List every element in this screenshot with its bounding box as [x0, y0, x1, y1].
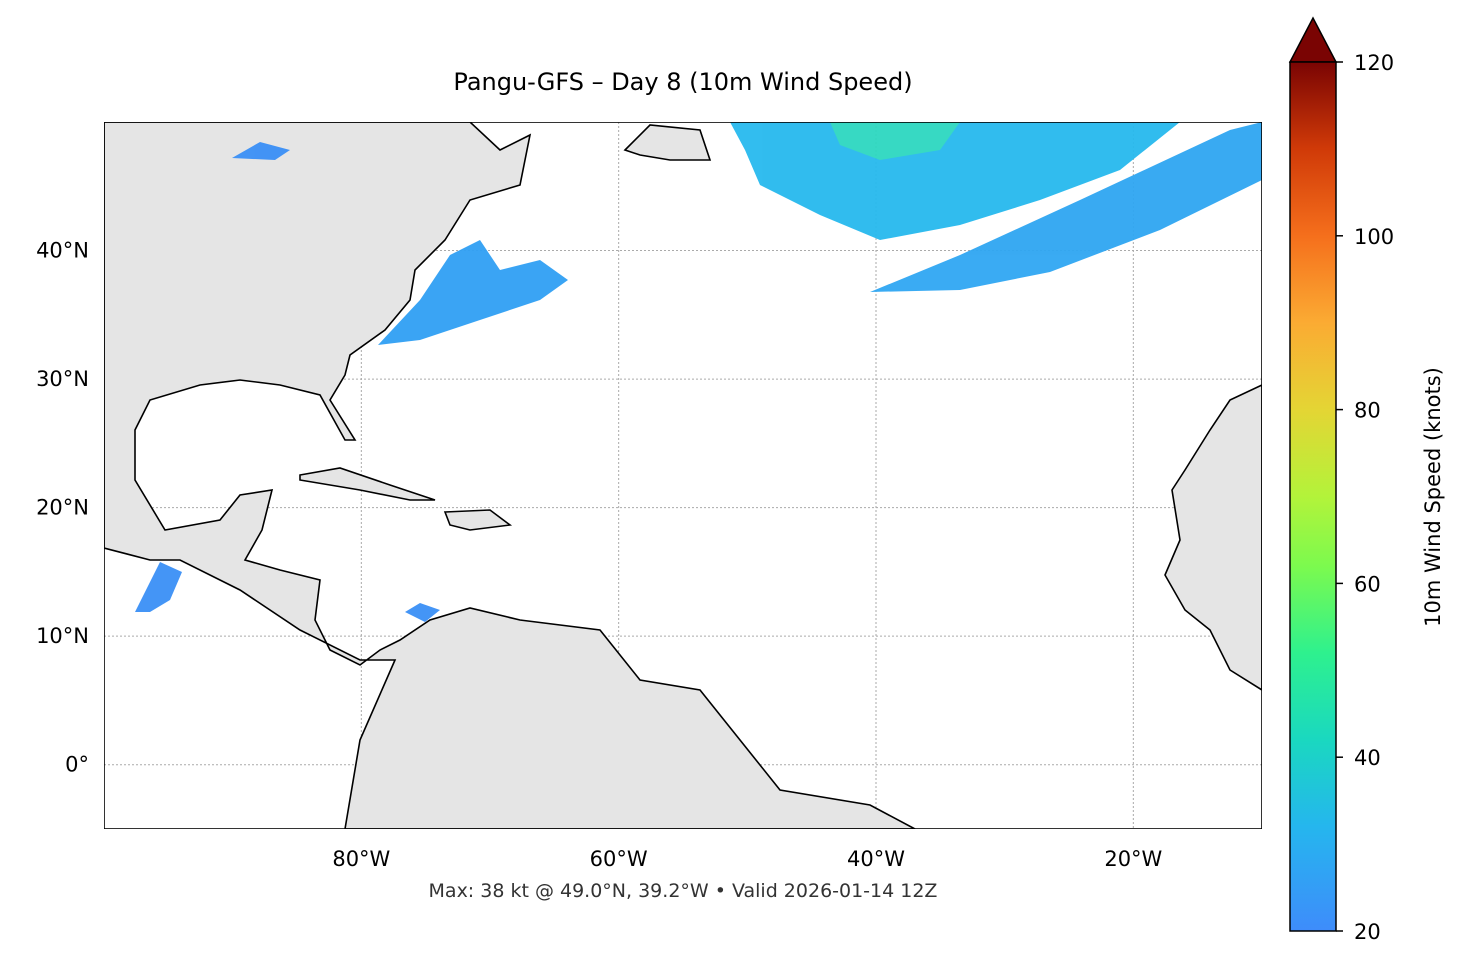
- colorbar-bar: [1289, 61, 1337, 932]
- y-tick-label: 10°N: [36, 624, 89, 648]
- footer: Max: 38 kt @ 49.0°N, 39.2°W • Valid 2026…: [429, 880, 938, 902]
- colorbar-tick-label: 40: [1354, 746, 1381, 770]
- chart-title: Pangu-GFS – Day 8 (10m Wind Speed): [453, 68, 912, 96]
- colorbar-tick-label: 60: [1354, 572, 1381, 596]
- wind-patch: [135, 562, 182, 612]
- colorbar-extend: [1288, 16, 1338, 63]
- y-tick-label: 30°N: [36, 367, 89, 391]
- africa: [1164, 384, 1262, 691]
- x-tick-label: 60°W: [590, 847, 648, 871]
- colorbar-tick-label: 80: [1354, 399, 1381, 423]
- wind-patch: [870, 122, 1262, 292]
- colorbar-tick-label: 20: [1354, 920, 1381, 944]
- cuba: [299, 467, 436, 501]
- x-tick-label: 80°W: [332, 847, 390, 871]
- colorbar-tick-label: 120: [1354, 51, 1394, 75]
- x-tick-label: 40°W: [847, 847, 905, 871]
- newfoundland: [623, 124, 712, 161]
- colorbar-tick-label: 100: [1354, 225, 1394, 249]
- wind-patch: [232, 142, 290, 160]
- land: [104, 122, 1262, 829]
- x-tick-label: 20°W: [1104, 847, 1162, 871]
- colorbar-label: 10m Wind Speed (knots): [1421, 367, 1445, 627]
- wind-patch: [405, 603, 440, 622]
- axes: 80°W 60°W 40°W 20°W 0° 10°N 20°N 30°N 40°N: [36, 239, 1162, 871]
- y-tick-label: 20°N: [36, 496, 89, 520]
- map-area: [104, 122, 1262, 829]
- y-tick-label: 40°N: [36, 239, 89, 263]
- hispaniola: [443, 509, 513, 531]
- wind-patch: [378, 240, 568, 345]
- wind-patch: [830, 122, 960, 160]
- colorbar: 10m Wind Speed (knots) 20 40 60 80 100 120: [1288, 16, 1445, 944]
- wind-field: [135, 122, 1262, 622]
- y-tick-label: 0°: [65, 753, 89, 777]
- americas: [104, 122, 916, 829]
- wind-patch: [730, 122, 1180, 240]
